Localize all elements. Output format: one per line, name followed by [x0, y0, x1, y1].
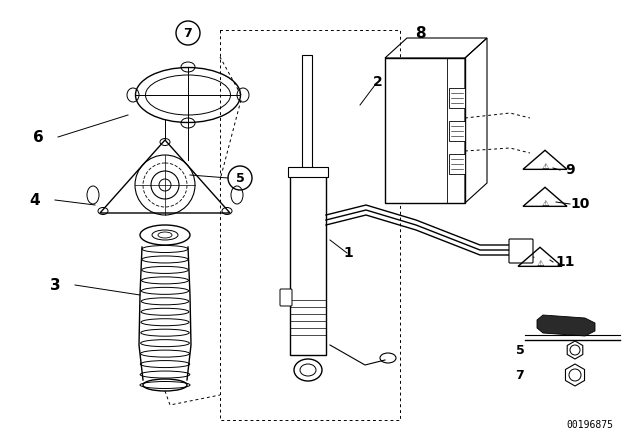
Bar [288, 167, 328, 177]
Text: 4: 4 [29, 193, 40, 207]
Text: 5: 5 [516, 344, 524, 357]
Text: 5: 5 [236, 172, 244, 185]
Text: 11: 11 [556, 255, 575, 269]
FancyBboxPatch shape [509, 239, 533, 263]
Bar [449, 88, 465, 108]
Bar [290, 170, 326, 355]
FancyBboxPatch shape [280, 289, 292, 306]
Bar [302, 55, 312, 175]
Text: ⚠: ⚠ [536, 258, 544, 267]
Text: ⚠: ⚠ [541, 198, 548, 207]
Polygon shape [537, 315, 595, 336]
Text: 1: 1 [343, 246, 353, 260]
Text: 2: 2 [373, 75, 383, 89]
Text: 10: 10 [570, 197, 589, 211]
Text: 9: 9 [565, 163, 575, 177]
Text: 6: 6 [33, 129, 44, 145]
Text: 00196875: 00196875 [566, 420, 614, 430]
Text: 8: 8 [415, 26, 426, 40]
Text: 3: 3 [50, 277, 60, 293]
Text: ⚠: ⚠ [541, 161, 548, 171]
Bar [449, 154, 465, 174]
Text: 7: 7 [516, 369, 524, 382]
Bar [449, 121, 465, 141]
Text: 7: 7 [184, 26, 193, 39]
Bar [385, 58, 465, 203]
